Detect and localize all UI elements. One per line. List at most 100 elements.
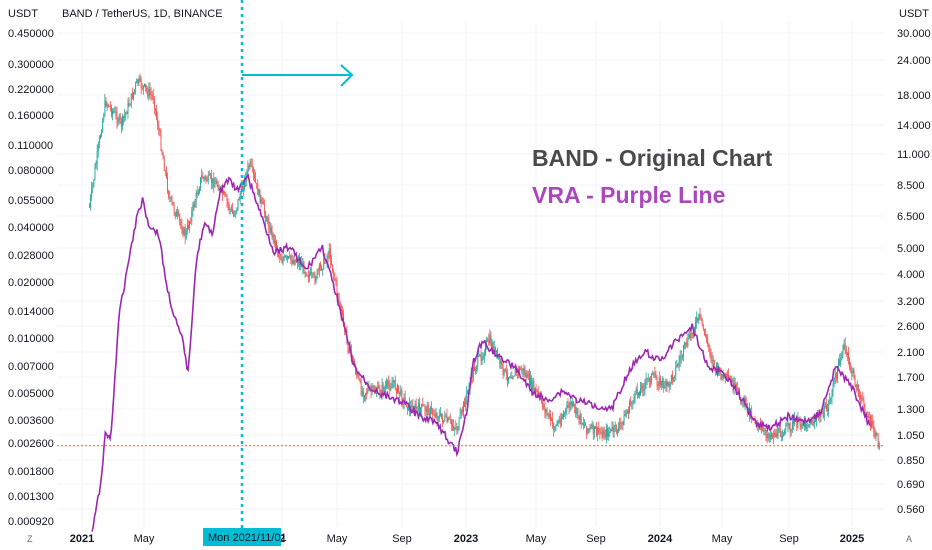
candle-body (453, 425, 455, 430)
candle-body (531, 377, 533, 390)
candle-body (535, 387, 537, 391)
right-axis-tick-label: 8.500 (897, 180, 925, 192)
candle-body (801, 423, 803, 428)
candle-body (380, 392, 382, 394)
candle-body (626, 410, 628, 414)
candle-body (193, 204, 195, 208)
candle-body (776, 433, 778, 437)
candle-body (477, 356, 479, 367)
right-axis-tick-label: 5.000 (897, 243, 925, 255)
candle-body (867, 415, 869, 419)
candle-body (639, 392, 640, 396)
candle-body (727, 374, 728, 376)
candle-body (257, 183, 259, 196)
candle-body (541, 395, 543, 403)
candle-body (290, 255, 292, 260)
candle-body (670, 374, 672, 383)
candle-body (784, 430, 786, 436)
candle-body (381, 384, 383, 394)
candle-body (367, 389, 369, 394)
candle-body (403, 397, 405, 403)
candle-body (150, 93, 152, 95)
candle-body (397, 385, 398, 393)
candle-body (272, 234, 274, 238)
candle-body (170, 197, 172, 199)
candle-body (421, 404, 423, 408)
right-axis-tick-label: 1.300 (897, 404, 925, 416)
right-price-axis[interactable]: 30.000 24.000 18.000 14.000 11.000 8.500 6.500… (897, 28, 931, 516)
candle-body (463, 402, 464, 413)
candle-body (465, 398, 467, 407)
auto-scale-button[interactable]: A (906, 534, 912, 544)
candle-body (210, 174, 211, 177)
candle-body (611, 427, 613, 429)
candle-body (633, 397, 635, 404)
candle-body (810, 419, 812, 425)
candle-body (852, 370, 854, 374)
candle-body (728, 375, 730, 379)
candle-body (735, 384, 737, 389)
time-axis-tick-label: May (327, 533, 348, 545)
candle-body (430, 407, 431, 415)
candle-body (417, 403, 419, 407)
candle-body (201, 175, 203, 178)
candle-body (508, 377, 510, 381)
time-axis-tick-label: 2024 (648, 533, 673, 545)
candle-body (659, 377, 661, 386)
candle-body (94, 167, 96, 180)
candle-body (606, 428, 607, 437)
candle-body (251, 165, 253, 169)
candle-body (593, 426, 595, 434)
vra-purple-line-label: VRA - Purple Line (532, 182, 725, 208)
candle-body (846, 352, 848, 355)
candle-body (734, 382, 736, 385)
candle-body (339, 302, 341, 309)
candle-body (313, 273, 315, 276)
candle-body (874, 432, 876, 438)
candle-body (860, 395, 862, 399)
candle-body (779, 428, 781, 437)
candle-body (848, 352, 849, 359)
candle-body (789, 423, 791, 432)
band-original-chart-label: BAND - Original Chart (532, 145, 773, 171)
candle-body (794, 418, 796, 424)
candle-body (603, 430, 605, 436)
candle-body (420, 407, 422, 413)
candle-body (791, 421, 793, 430)
candle-body (526, 373, 528, 379)
candle-body (617, 431, 618, 433)
zoom-toggle-button[interactable]: Z (27, 534, 33, 544)
candle-body (719, 366, 721, 371)
symbol-title: BAND / TetherUS, 1D, BINANCE (62, 8, 223, 20)
candle-body (774, 432, 776, 437)
candle-body (553, 423, 555, 430)
candle-body (624, 414, 626, 417)
candle-body (689, 334, 691, 338)
left-price-axis[interactable]: 0.450000 0.300000 0.220000 0.160000 0.110000… (8, 28, 54, 528)
candle-body (832, 383, 834, 392)
candle-body (163, 159, 165, 171)
candle-body (360, 381, 362, 396)
left-unit-label: USDT (8, 8, 38, 20)
candle-body (524, 372, 526, 375)
candle-body (502, 362, 504, 376)
candle-body (329, 248, 331, 262)
candle-body (332, 264, 334, 271)
candle-body (91, 187, 93, 197)
candle-body (168, 191, 170, 198)
candle-body (129, 104, 131, 106)
time-axis[interactable]: 2021 May 2 May Sep 2023 May Sep 2024 May Sep 2025 (70, 533, 864, 545)
candle-body (680, 356, 682, 358)
candle-body (830, 398, 832, 400)
candle-body (500, 360, 502, 365)
candle-body (685, 342, 687, 344)
candle-body (256, 182, 258, 184)
candle-body (190, 221, 192, 223)
candle-body (255, 177, 257, 183)
candle-body (542, 402, 544, 408)
candle-body (596, 428, 598, 435)
candle-body (486, 341, 488, 345)
candle-body (191, 210, 193, 222)
candle-body (651, 373, 653, 383)
